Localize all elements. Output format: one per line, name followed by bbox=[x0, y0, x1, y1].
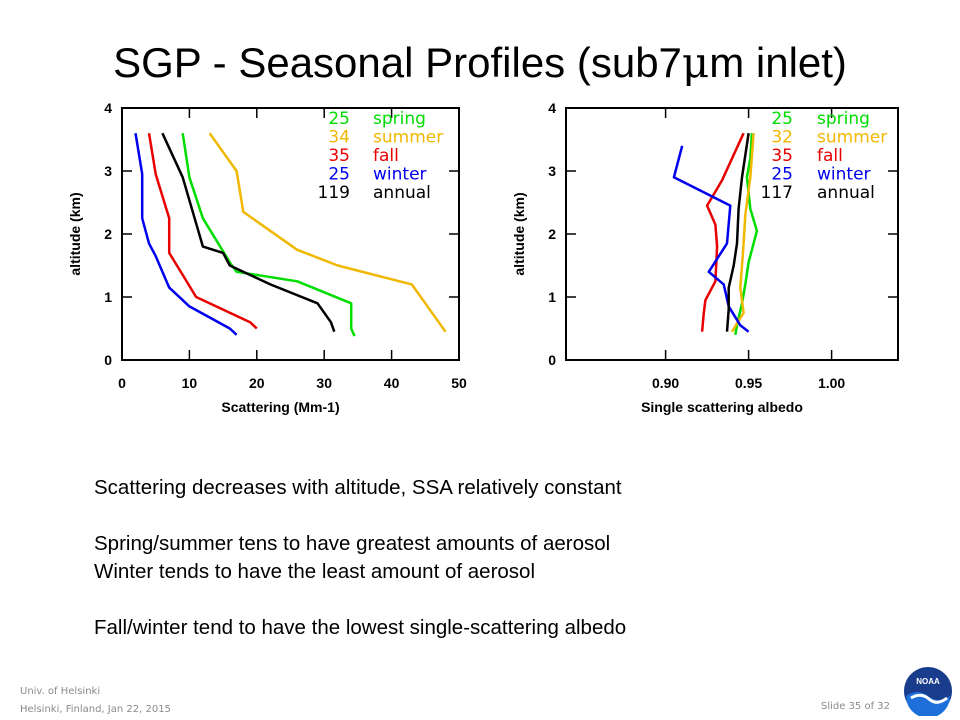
y-axis-label: altitude (km) bbox=[70, 192, 83, 275]
legend-count-winter: 25 bbox=[771, 165, 793, 185]
y-tick-label: 3 bbox=[548, 163, 556, 179]
series-line-fall bbox=[147, 132, 258, 330]
bullet-line: Winter tends to have the least amount of… bbox=[94, 560, 536, 583]
x-tick-label: 0 bbox=[118, 375, 126, 391]
legend-count-fall: 35 bbox=[328, 146, 350, 166]
series-line-winter bbox=[672, 145, 750, 333]
legend-count-winter: 25 bbox=[328, 165, 350, 185]
series-line-annual bbox=[725, 133, 750, 332]
legend-count-summer: 32 bbox=[771, 128, 793, 148]
x-axis-label: Single scattering albedo bbox=[641, 399, 803, 415]
legend-name-winter: winter bbox=[373, 165, 427, 185]
x-tick-label: 30 bbox=[316, 375, 332, 391]
legend-name-spring: spring bbox=[817, 109, 870, 129]
y-tick-label: 0 bbox=[548, 352, 556, 368]
y-tick-label: 1 bbox=[548, 289, 556, 305]
legend-name-summer: summer bbox=[817, 128, 887, 148]
legend-count-summer: 34 bbox=[328, 128, 350, 148]
series-line-winter bbox=[134, 132, 238, 336]
series-line-fall bbox=[700, 132, 745, 332]
bullet-line bbox=[94, 502, 626, 530]
series-line-summer bbox=[208, 132, 447, 333]
legend-name-fall: fall bbox=[373, 146, 399, 166]
series-line-annual bbox=[161, 132, 336, 333]
bullet-line bbox=[94, 586, 626, 614]
bullet-line: Spring/summer tens to have greatest amou… bbox=[94, 532, 611, 555]
legend-count-annual: 117 bbox=[761, 183, 793, 203]
legend-name-annual: annual bbox=[373, 183, 431, 203]
noaa-logo-icon: NOAA bbox=[904, 667, 952, 716]
legend-count-spring: 25 bbox=[771, 109, 793, 129]
slide-number: Slide 35 of 32 bbox=[820, 701, 890, 712]
x-axis-label: Scattering (Mm-1) bbox=[221, 399, 339, 415]
legend-name-fall: fall bbox=[817, 146, 843, 166]
y-tick-label: 2 bbox=[104, 226, 112, 242]
series-line-spring bbox=[181, 133, 356, 337]
y-tick-label: 3 bbox=[104, 163, 112, 179]
footer-line: Univ. of Helsinki bbox=[20, 686, 101, 697]
y-tick-label: 4 bbox=[104, 100, 112, 116]
x-tick-label: 0.90 bbox=[652, 375, 679, 391]
bullet-line: Scattering decreases with altitude, SSA … bbox=[94, 476, 622, 499]
y-axis-label: altitude (km) bbox=[511, 192, 527, 275]
x-tick-label: 10 bbox=[182, 375, 198, 391]
logo-text: NOAA bbox=[916, 677, 940, 686]
y-tick-label: 0 bbox=[104, 352, 112, 368]
y-tick-label: 2 bbox=[548, 226, 556, 242]
y-tick-label: 1 bbox=[104, 289, 112, 305]
legend-name-annual: annual bbox=[817, 183, 875, 203]
legend-count-spring: 25 bbox=[328, 109, 350, 129]
footer-line: Helsinki, Finland, Jan 22, 2015 bbox=[20, 704, 171, 715]
bullet-list: Scattering decreases with altitude, SSA … bbox=[94, 474, 626, 642]
legend-count-fall: 35 bbox=[771, 146, 793, 166]
y-tick-label: 4 bbox=[548, 100, 556, 116]
slide-title: SGP - Seasonal Profiles (sub7μm inlet) bbox=[113, 38, 847, 87]
x-tick-label: 20 bbox=[249, 375, 265, 391]
legend-count-annual: 119 bbox=[318, 183, 350, 203]
footer: Univ. of Helsinki Helsinki, Finland, Jan… bbox=[20, 683, 171, 719]
legend-name-spring: spring bbox=[373, 109, 426, 129]
x-tick-label: 40 bbox=[384, 375, 400, 391]
series-line-summer bbox=[730, 133, 755, 333]
series-line-spring bbox=[734, 133, 759, 336]
legend-name-winter: winter bbox=[817, 165, 871, 185]
ssa-profile-chart: 0.90 0.95 1.00 0 1 2 3 4 Single scattering albed… bbox=[511, 100, 899, 415]
bullet-line: Fall/winter tend to have the lowest sing… bbox=[94, 616, 627, 639]
x-tick-label: 1.00 bbox=[818, 375, 845, 391]
x-tick-label: 50 bbox=[451, 375, 467, 391]
legend-name-summer: summer bbox=[373, 128, 443, 148]
x-tick-label: 0.95 bbox=[735, 375, 762, 391]
